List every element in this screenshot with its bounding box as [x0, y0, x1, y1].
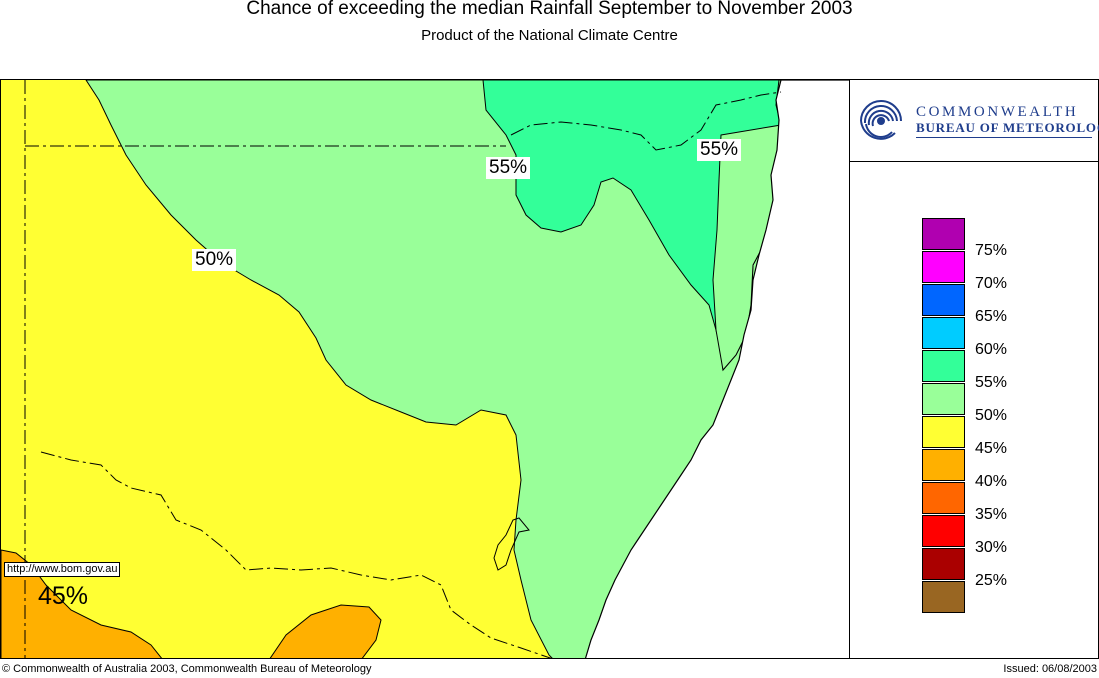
legend-swatch [922, 482, 965, 514]
contour-label-55-east: 55% [697, 139, 742, 161]
legend-label: 45% [975, 440, 1008, 457]
bom-url-link[interactable]: http://www.bom.gov.au [4, 562, 121, 577]
logo-line2: BUREAU OF METEOROLOGY [916, 120, 1099, 135]
legend-label: 60% [975, 341, 1008, 358]
legend-swatch [922, 317, 965, 349]
map-title: Chance of exceeding the median Rainfall … [246, 0, 853, 19]
contour-label-55-north: 55% [486, 157, 531, 179]
legend-swatch [922, 581, 965, 613]
legend-label: 50% [975, 407, 1008, 424]
map-subtitle: Product of the National Climate Centre [421, 27, 678, 44]
legend-label: 30% [975, 539, 1008, 556]
band-50-region [85, 80, 782, 658]
legend-label: 65% [975, 308, 1008, 325]
legend-label: 55% [975, 374, 1008, 391]
issued-date: Issued: 06/08/2003 [1003, 663, 1097, 675]
legend-label: 75% [975, 242, 1008, 259]
legend-swatch [922, 449, 965, 481]
legend-swatch [922, 548, 965, 580]
legend-swatch [922, 251, 965, 283]
bom-logo: COMMONWEALTH BUREAU OF METEOROLOGY [850, 80, 1099, 162]
legend-panel: COMMONWEALTH BUREAU OF METEOROLOGY 75% 70… [850, 79, 1099, 659]
bom-swirl-logo-icon [860, 100, 902, 140]
legend-swatch [922, 383, 965, 415]
legend-swatch [922, 416, 965, 448]
contour-label-50: 50% [192, 249, 237, 271]
legend-label: 70% [975, 275, 1008, 292]
legend-swatch [922, 218, 965, 250]
legend-label: 40% [975, 473, 1008, 490]
contour-label-45: 45% [38, 582, 89, 610]
logo-line1: COMMONWEALTH [916, 104, 1079, 120]
map-canvas [1, 80, 849, 658]
band-40-region [1, 549, 163, 658]
legend-swatch [922, 350, 965, 382]
copyright-text: © Commonwealth of Australia 2003, Common… [2, 663, 372, 675]
legend-swatch [922, 284, 965, 316]
legend-swatch [922, 515, 965, 547]
ocean-region [584, 80, 849, 658]
legend-label: 25% [975, 572, 1008, 589]
legend-label: 35% [975, 506, 1008, 523]
logo-divider [916, 137, 1092, 138]
rainfall-map [0, 79, 850, 659]
